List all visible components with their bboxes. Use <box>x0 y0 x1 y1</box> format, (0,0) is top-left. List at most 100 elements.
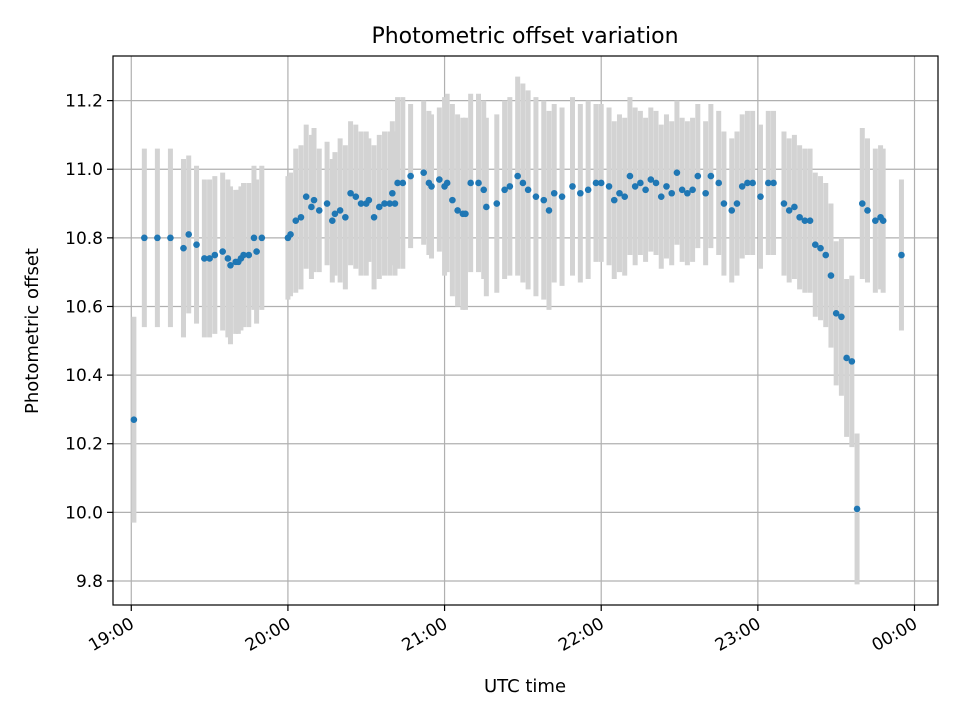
data-point <box>796 213 803 221</box>
data-point <box>493 200 501 207</box>
data-point <box>245 251 253 259</box>
data-point <box>757 193 764 200</box>
data-point <box>519 179 527 187</box>
data-point <box>702 189 709 197</box>
data-point <box>219 248 226 255</box>
data-point <box>352 193 360 200</box>
data-point <box>141 234 148 242</box>
data-point <box>689 186 696 194</box>
data-point <box>185 231 193 238</box>
data-point <box>428 183 435 190</box>
data-point <box>733 200 741 207</box>
data-point <box>843 354 850 362</box>
data-point <box>785 207 793 214</box>
data-point <box>838 313 845 321</box>
data-point <box>336 207 344 214</box>
data-point <box>652 179 660 187</box>
data-point <box>154 234 161 242</box>
y-tick-label: 9.8 <box>76 572 103 592</box>
data-point <box>637 179 644 187</box>
data-point <box>443 179 451 187</box>
data-point <box>545 207 553 214</box>
y-tick-label: 10.8 <box>65 229 103 249</box>
data-point <box>832 310 840 317</box>
data-points <box>130 169 905 513</box>
data-point <box>253 248 260 255</box>
data-point <box>193 241 200 249</box>
data-point <box>569 183 576 190</box>
data-point <box>663 183 670 190</box>
data-point <box>898 251 905 259</box>
data-point <box>678 186 686 194</box>
data-point <box>592 179 600 187</box>
data-point <box>180 244 187 252</box>
data-point <box>375 203 383 211</box>
data-point <box>389 189 396 197</box>
data-point <box>292 217 300 224</box>
data-point <box>765 179 772 187</box>
data-point <box>224 255 232 262</box>
y-tick-label: 10.4 <box>65 366 103 386</box>
data-point <box>801 217 809 224</box>
data-point <box>287 231 294 238</box>
data-point <box>811 241 819 249</box>
data-point <box>514 172 521 180</box>
data-point <box>315 207 323 214</box>
data-point <box>610 196 618 204</box>
data-point <box>749 179 756 187</box>
data-point <box>308 203 315 211</box>
data-point <box>462 210 469 218</box>
data-point <box>715 179 722 187</box>
data-point <box>806 217 814 224</box>
data-point <box>827 272 835 279</box>
y-axis-label: Photometric offset <box>22 248 43 414</box>
data-point <box>211 251 219 259</box>
data-point <box>728 207 736 214</box>
data-point <box>577 189 584 197</box>
data-point <box>467 179 474 187</box>
data-point <box>621 193 629 200</box>
data-point <box>879 217 887 224</box>
data-point <box>130 416 138 424</box>
data-point <box>240 251 247 259</box>
data-point <box>684 189 691 197</box>
data-point <box>848 358 856 365</box>
data-point <box>532 193 540 200</box>
plot-frame <box>112 55 939 606</box>
data-point <box>310 196 318 204</box>
data-point <box>258 234 266 242</box>
data-point <box>744 179 751 187</box>
data-point <box>657 193 665 200</box>
data-point <box>668 189 676 197</box>
data-point <box>201 255 208 262</box>
data-point <box>738 183 746 190</box>
y-tick-label: 10.6 <box>65 297 103 317</box>
x-axis-label: UTC time <box>484 676 566 697</box>
data-point <box>381 200 388 207</box>
data-point <box>616 189 623 197</box>
data-point <box>475 179 482 187</box>
data-point <box>386 200 394 207</box>
data-point <box>167 234 174 242</box>
data-point <box>302 193 310 200</box>
data-point <box>631 183 639 190</box>
data-point <box>626 172 634 180</box>
chart-title: Photometric offset variation <box>371 24 678 49</box>
data-point <box>864 207 871 214</box>
data-point <box>227 262 234 269</box>
data-point <box>647 176 655 183</box>
data-point <box>342 213 349 221</box>
data-point <box>770 179 777 187</box>
data-point <box>858 200 866 207</box>
data-point <box>329 217 336 224</box>
data-point <box>436 176 443 183</box>
data-point <box>365 196 373 204</box>
data-point <box>449 196 456 204</box>
data-point <box>323 200 331 207</box>
data-point <box>853 505 861 513</box>
data-point <box>694 172 702 180</box>
data-point <box>391 200 399 207</box>
data-point <box>331 210 339 218</box>
data-point <box>673 169 681 176</box>
data-point <box>297 213 305 221</box>
